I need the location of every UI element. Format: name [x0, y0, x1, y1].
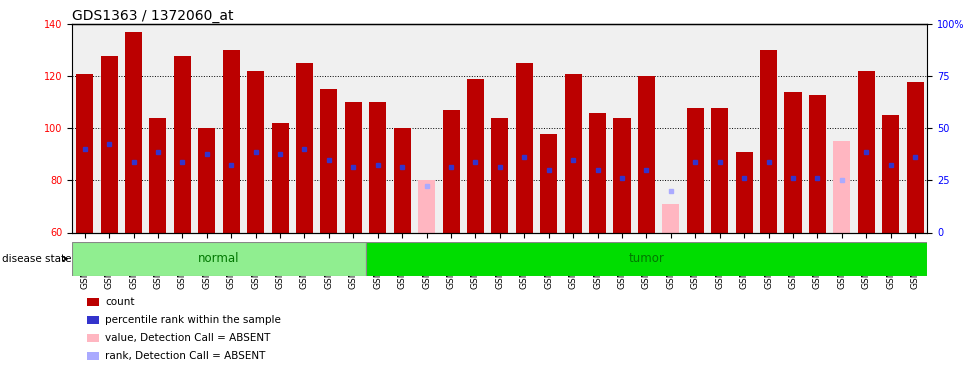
Bar [858, 71, 875, 232]
Bar [72, 242, 365, 276]
Bar [296, 63, 313, 232]
Bar [369, 102, 386, 232]
Bar [834, 141, 850, 232]
Bar [492, 118, 508, 232]
Bar [418, 180, 435, 232]
Bar [271, 123, 289, 232]
Bar [247, 71, 264, 232]
Bar [760, 50, 777, 232]
Bar [565, 74, 582, 232]
Bar [345, 102, 362, 232]
Bar [150, 118, 166, 232]
Bar [76, 74, 93, 232]
Bar [882, 116, 899, 232]
Bar [321, 89, 337, 232]
Bar [736, 152, 753, 232]
Bar [663, 204, 679, 232]
Text: tumor: tumor [629, 252, 665, 265]
Bar [516, 63, 533, 232]
Text: rank, Detection Call = ABSENT: rank, Detection Call = ABSENT [105, 351, 266, 361]
Bar [711, 108, 728, 232]
Text: GDS1363 / 1372060_at: GDS1363 / 1372060_at [72, 9, 234, 23]
Bar [784, 92, 802, 232]
Bar [907, 82, 923, 232]
Text: normal: normal [198, 252, 240, 265]
Bar [223, 50, 240, 232]
Bar [174, 56, 191, 232]
Bar [809, 94, 826, 232]
Bar [394, 128, 411, 232]
Bar [125, 32, 142, 232]
Bar [365, 242, 927, 276]
Text: count: count [105, 297, 135, 307]
Bar [198, 128, 215, 232]
Bar [687, 108, 704, 232]
Bar [589, 113, 606, 232]
Text: value, Detection Call = ABSENT: value, Detection Call = ABSENT [105, 333, 270, 343]
Bar [613, 118, 631, 232]
Bar [540, 134, 557, 232]
Bar [467, 79, 484, 232]
Bar [100, 56, 118, 232]
Text: disease state: disease state [2, 254, 71, 264]
Bar [442, 110, 460, 232]
Bar [638, 76, 655, 232]
Text: percentile rank within the sample: percentile rank within the sample [105, 315, 281, 325]
